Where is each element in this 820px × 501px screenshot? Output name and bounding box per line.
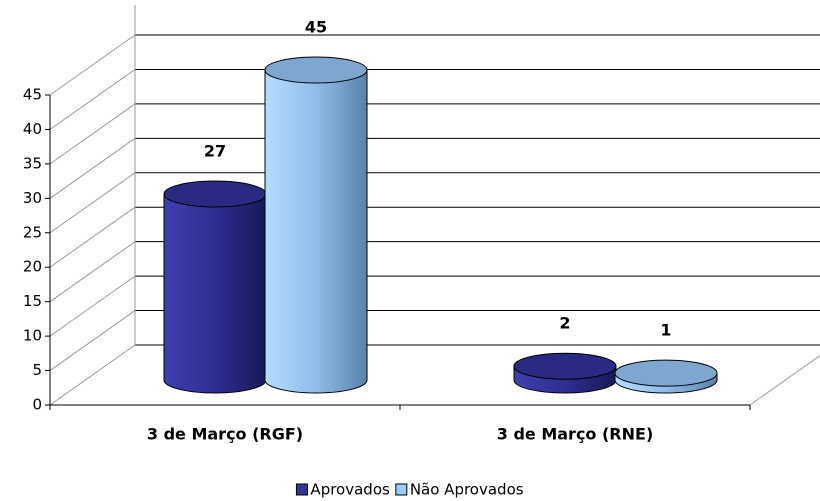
- value-label: 2: [559, 314, 570, 333]
- legend-swatch: [295, 483, 308, 496]
- cylinder-body: [163, 193, 267, 394]
- y-tick-label: 10: [23, 327, 42, 345]
- cylinder: [264, 56, 368, 394]
- y-tick-label: 15: [23, 292, 42, 310]
- y-tick-label: 5: [32, 361, 42, 379]
- value-label: 45: [305, 18, 327, 37]
- y-tick-label: 35: [23, 154, 42, 172]
- side-grid-line: [49, 137, 136, 199]
- side-grid-line: [49, 69, 136, 130]
- cylinder-top: [163, 180, 267, 208]
- cylinder-top: [513, 352, 617, 380]
- cylinder-top: [264, 56, 368, 84]
- cylinder: [513, 352, 617, 394]
- y-tick-label: 20: [23, 258, 42, 276]
- y-tick-label: 45: [23, 86, 42, 104]
- cylinder-body: [264, 69, 368, 394]
- side-grid-line: [49, 34, 136, 96]
- side-grid-line: [49, 344, 136, 406]
- legend: Aprovados Não Aprovados: [295, 481, 524, 499]
- y-tick-label: 25: [23, 223, 42, 241]
- y-tick-label: 40: [23, 120, 42, 138]
- side-grid-line: [49, 275, 136, 337]
- x-tick-label: 3 de Março (RNE): [497, 425, 654, 444]
- side-grid-line: [49, 172, 136, 234]
- floor-right: [749, 354, 820, 406]
- cylinder: [614, 359, 718, 394]
- legend-label: Aprovados: [310, 481, 390, 499]
- cylinder-top: [614, 359, 718, 387]
- value-label: 27: [204, 142, 226, 161]
- side-grid-line: [49, 206, 136, 268]
- side-grid-line: [49, 103, 136, 165]
- y-tick-label: 0: [32, 396, 42, 414]
- side-grid-line: [49, 241, 136, 303]
- value-label: 1: [660, 321, 671, 340]
- x-tick-label: 3 de Março (RGF): [147, 425, 303, 444]
- y-tick-label: 30: [23, 189, 42, 207]
- cylinder: [163, 180, 267, 394]
- side-grid-line: [49, 310, 136, 371]
- legend-label: Não Aprovados: [410, 481, 524, 499]
- legend-swatch: [395, 483, 408, 496]
